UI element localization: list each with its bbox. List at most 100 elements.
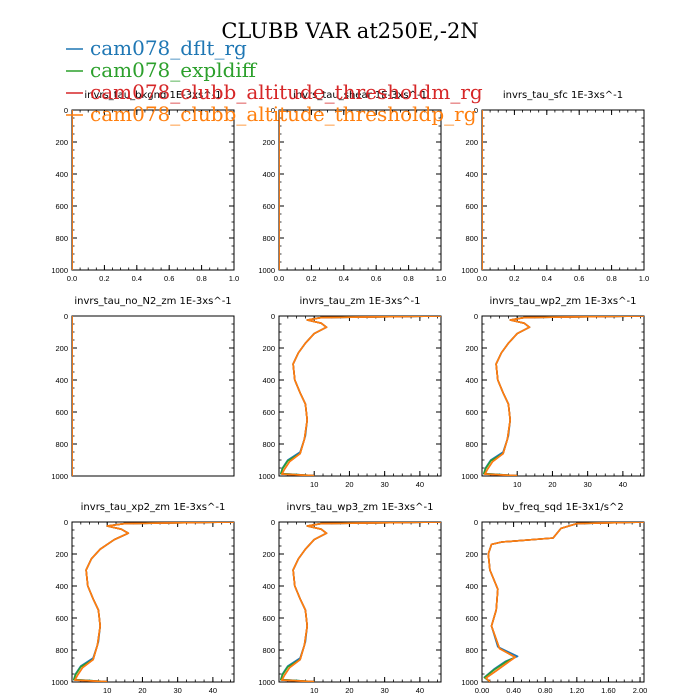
y-tick-label: 600 xyxy=(55,202,68,211)
y-tick-label: 400 xyxy=(55,582,68,591)
x-tick-label: 0.4 xyxy=(542,274,552,283)
y-tick-label: 600 xyxy=(55,614,68,623)
plot-frame xyxy=(71,521,235,683)
panel-title: invrs_tau_no_N2_zm 1E-3xs^-1 xyxy=(74,296,231,307)
y-tick-label: 200 xyxy=(262,550,275,559)
series-line-4 xyxy=(280,316,441,476)
y-tick-label: 600 xyxy=(465,408,478,417)
y-tick-label: 600 xyxy=(465,202,478,211)
y-tick-label: 1000 xyxy=(51,472,68,481)
series-line-2 xyxy=(73,522,234,682)
x-tick-label: 0.6 xyxy=(371,274,381,283)
series-line-3 xyxy=(280,522,441,682)
series-line-2 xyxy=(279,316,441,476)
y-tick-label: 800 xyxy=(262,234,275,243)
series-line-4 xyxy=(280,522,441,682)
y-tick-label: 600 xyxy=(262,614,275,623)
x-tick-label: 1.0 xyxy=(436,274,446,283)
series-line-1 xyxy=(73,522,234,682)
x-tick-label: 1.0 xyxy=(639,274,649,283)
panel-title: invrs_tau_sfc 1E-3xs^-1 xyxy=(503,90,623,101)
x-tick-label: 0.8 xyxy=(196,274,206,283)
panel-invrs-tau-xp2-zm: invrs_tau_xp2_zm 1E-3xs^-1 0 200 400 600 800 1… xyxy=(51,502,235,695)
plot-frame xyxy=(278,315,442,477)
y-tick-label: 600 xyxy=(55,408,68,417)
legend-entry: cam078_clubb_altitude_thresholdm_rg xyxy=(90,80,483,104)
x-tick-label: 0.4 xyxy=(132,274,142,283)
x-tick-label: 0.6 xyxy=(164,274,174,283)
y-tick-label: 800 xyxy=(262,646,275,655)
x-tick-label: 1.20 xyxy=(570,686,585,695)
x-tick-label: 40 xyxy=(416,686,424,695)
legend-entry: cam078_expldiff xyxy=(90,58,258,82)
plot-frame xyxy=(278,521,442,683)
y-tick-label: 200 xyxy=(55,550,68,559)
y-tick-label: 400 xyxy=(465,376,478,385)
x-tick-label: 30 xyxy=(173,686,181,695)
x-tick-label: 0.4 xyxy=(339,274,349,283)
figure-title: CLUBB VAR at250E,-2N xyxy=(221,19,478,43)
panel-invrs-tau-zm: invrs_tau_zm 1E-3xs^-1 0 200 400 600 800 1000 1… xyxy=(258,296,442,489)
y-tick-label: 800 xyxy=(55,440,68,449)
panel-title: invrs_tau_wp2_zm 1E-3xs^-1 xyxy=(490,296,637,307)
x-tick-label: 10 xyxy=(310,480,318,489)
y-tick-label: 600 xyxy=(262,408,275,417)
panel-bv-freq-sqd: bv_freq_sqd 1E-3x1/s^2020040060080010000… xyxy=(461,502,647,695)
x-tick-label: 0.0 xyxy=(477,274,487,283)
panel-title: invrs_tau_shear 1E-3xs^-1 xyxy=(293,90,427,101)
y-tick-label: 1000 xyxy=(461,472,478,481)
y-tick-label: 400 xyxy=(465,170,478,179)
y-tick-label: 0 xyxy=(64,518,68,527)
x-tick-label: 0.8 xyxy=(606,274,616,283)
plot-frame xyxy=(481,109,645,271)
y-tick-label: 600 xyxy=(262,202,275,211)
x-tick-label: 0.2 xyxy=(509,274,519,283)
y-tick-label: 1000 xyxy=(461,678,478,687)
x-tick-label: 0.0 xyxy=(67,274,77,283)
series-line-3 xyxy=(74,522,234,682)
series-line-3 xyxy=(485,522,644,682)
x-tick-label: 0.40 xyxy=(506,686,521,695)
x-tick-label: 0.0 xyxy=(274,274,284,283)
legend: cam078_dflt_rgcam078_expldiffcam078_club… xyxy=(66,36,483,126)
plot-frame xyxy=(71,109,235,271)
y-tick-label: 200 xyxy=(55,344,68,353)
x-tick-label: 2.00 xyxy=(633,686,648,695)
y-tick-label: 1000 xyxy=(51,266,68,275)
panel-title: bv_freq_sqd 1E-3x1/s^2 xyxy=(502,502,624,513)
panels-layer: invrs_tau_bkgnd 1E-3xs^-1020040060080010… xyxy=(51,90,649,695)
y-tick-label: 400 xyxy=(262,170,275,179)
y-tick-label: 200 xyxy=(262,344,275,353)
x-tick-label: 20 xyxy=(345,686,353,695)
y-tick-label: 1000 xyxy=(51,678,68,687)
y-tick-label: 800 xyxy=(465,234,478,243)
y-tick-label: 200 xyxy=(262,138,275,147)
y-tick-label: 400 xyxy=(262,376,275,385)
x-tick-label: 20 xyxy=(138,686,146,695)
series-line-3 xyxy=(280,316,441,476)
y-tick-label: 400 xyxy=(55,376,68,385)
y-tick-label: 1000 xyxy=(461,266,478,275)
y-tick-label: 0 xyxy=(64,106,68,115)
y-tick-label: 0 xyxy=(271,106,275,115)
x-tick-label: 1.0 xyxy=(229,274,239,283)
x-tick-label: 10 xyxy=(103,686,111,695)
panel-title: invrs_tau_zm 1E-3xs^-1 xyxy=(299,296,420,307)
panel-title: invrs_tau_xp2_zm 1E-3xs^-1 xyxy=(81,502,226,513)
x-tick-label: 30 xyxy=(583,480,591,489)
y-tick-label: 200 xyxy=(465,344,478,353)
x-tick-label: 20 xyxy=(548,480,556,489)
x-tick-label: 0.00 xyxy=(475,686,490,695)
panel-invrs-tau-bkgnd: invrs_tau_bkgnd 1E-3xs^-1 0 200 400 600 800 10… xyxy=(51,90,239,283)
x-tick-label: 0.2 xyxy=(99,274,109,283)
y-tick-label: 800 xyxy=(55,234,68,243)
y-tick-label: 1000 xyxy=(258,472,275,481)
y-tick-label: 200 xyxy=(465,550,478,559)
y-tick-label: 0 xyxy=(271,312,275,321)
panel-title: invrs_tau_wp3_zm 1E-3xs^-1 xyxy=(287,502,434,513)
series-line-1 xyxy=(279,316,441,476)
x-tick-label: 1.60 xyxy=(601,686,616,695)
series-line-4 xyxy=(483,316,644,476)
series-line-1 xyxy=(483,522,644,682)
